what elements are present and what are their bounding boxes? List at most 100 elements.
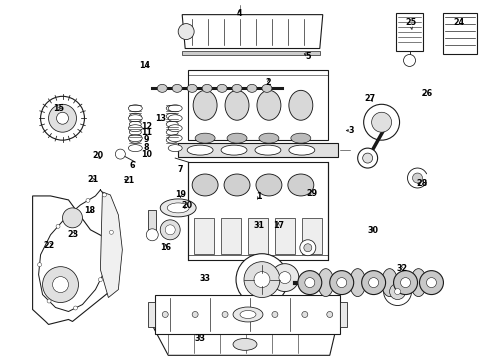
Ellipse shape — [393, 271, 417, 294]
Ellipse shape — [300, 240, 316, 256]
Ellipse shape — [168, 135, 182, 141]
Text: 21: 21 — [87, 175, 98, 184]
Ellipse shape — [128, 115, 142, 122]
Ellipse shape — [192, 174, 218, 196]
Ellipse shape — [408, 168, 427, 188]
Ellipse shape — [262, 84, 272, 92]
Text: 32: 32 — [397, 265, 408, 274]
Ellipse shape — [98, 278, 102, 282]
Bar — [248, 218, 268, 254]
Ellipse shape — [362, 271, 386, 294]
Ellipse shape — [298, 271, 322, 294]
Ellipse shape — [202, 84, 212, 92]
Text: 3: 3 — [349, 126, 354, 135]
Ellipse shape — [371, 112, 392, 132]
Ellipse shape — [256, 174, 282, 196]
Text: 9: 9 — [144, 135, 149, 144]
Ellipse shape — [74, 306, 77, 310]
Bar — [178, 143, 338, 157]
Ellipse shape — [168, 125, 182, 132]
Text: 28: 28 — [416, 179, 427, 188]
Ellipse shape — [157, 84, 167, 92]
Ellipse shape — [368, 278, 379, 288]
Text: 21: 21 — [123, 176, 134, 185]
Ellipse shape — [168, 115, 182, 122]
Ellipse shape — [337, 278, 347, 288]
Text: 26: 26 — [421, 89, 432, 98]
Text: 1: 1 — [256, 192, 262, 201]
Polygon shape — [182, 15, 323, 49]
Text: 33: 33 — [195, 334, 205, 343]
Ellipse shape — [289, 145, 315, 155]
Ellipse shape — [279, 272, 291, 284]
Ellipse shape — [227, 133, 247, 143]
Text: 33: 33 — [199, 274, 210, 283]
Ellipse shape — [413, 173, 422, 183]
Ellipse shape — [233, 307, 263, 322]
Text: 20: 20 — [92, 151, 103, 160]
Ellipse shape — [304, 244, 312, 252]
Ellipse shape — [419, 271, 443, 294]
Ellipse shape — [193, 90, 217, 120]
Ellipse shape — [240, 310, 256, 319]
Text: 29: 29 — [307, 189, 318, 198]
Ellipse shape — [162, 311, 168, 318]
Ellipse shape — [129, 121, 141, 127]
Ellipse shape — [350, 269, 366, 297]
Text: 7: 7 — [178, 165, 183, 174]
Ellipse shape — [166, 137, 178, 143]
Ellipse shape — [224, 174, 250, 196]
Text: 23: 23 — [68, 230, 78, 239]
Ellipse shape — [102, 193, 106, 197]
Ellipse shape — [254, 272, 270, 288]
Text: 27: 27 — [364, 94, 375, 103]
Text: 2: 2 — [266, 78, 271, 87]
Ellipse shape — [52, 276, 69, 293]
Ellipse shape — [236, 254, 288, 306]
Ellipse shape — [147, 229, 158, 241]
Ellipse shape — [41, 96, 84, 140]
Ellipse shape — [233, 338, 257, 350]
Ellipse shape — [166, 113, 178, 119]
Ellipse shape — [49, 104, 76, 132]
Ellipse shape — [288, 174, 314, 196]
Ellipse shape — [394, 289, 400, 294]
Ellipse shape — [411, 269, 426, 297]
Ellipse shape — [382, 269, 397, 297]
Ellipse shape — [109, 230, 113, 234]
Ellipse shape — [172, 84, 182, 92]
Text: 18: 18 — [84, 206, 95, 215]
Ellipse shape — [47, 299, 51, 303]
Ellipse shape — [129, 129, 141, 135]
Polygon shape — [33, 196, 119, 324]
Polygon shape — [100, 192, 122, 298]
Ellipse shape — [232, 84, 242, 92]
Text: 5: 5 — [306, 52, 311, 61]
Text: 19: 19 — [175, 190, 186, 199]
Bar — [221, 218, 241, 254]
Ellipse shape — [166, 105, 178, 111]
Ellipse shape — [168, 145, 182, 152]
Bar — [148, 210, 156, 230]
Ellipse shape — [160, 220, 180, 240]
Ellipse shape — [63, 208, 82, 228]
Ellipse shape — [187, 145, 213, 155]
Ellipse shape — [247, 84, 257, 92]
Ellipse shape — [128, 135, 142, 141]
Ellipse shape — [128, 105, 142, 112]
Bar — [182, 50, 320, 55]
Ellipse shape — [358, 148, 378, 168]
Ellipse shape — [302, 311, 308, 318]
Text: 14: 14 — [139, 61, 150, 70]
Bar — [340, 302, 347, 328]
Text: 12: 12 — [141, 122, 152, 131]
Ellipse shape — [56, 112, 69, 124]
Ellipse shape — [222, 311, 228, 318]
Ellipse shape — [330, 271, 354, 294]
Text: 25: 25 — [406, 18, 416, 27]
Ellipse shape — [217, 84, 227, 92]
Ellipse shape — [384, 278, 412, 306]
Ellipse shape — [255, 145, 281, 155]
Ellipse shape — [225, 90, 249, 120]
Text: 20: 20 — [182, 201, 193, 210]
